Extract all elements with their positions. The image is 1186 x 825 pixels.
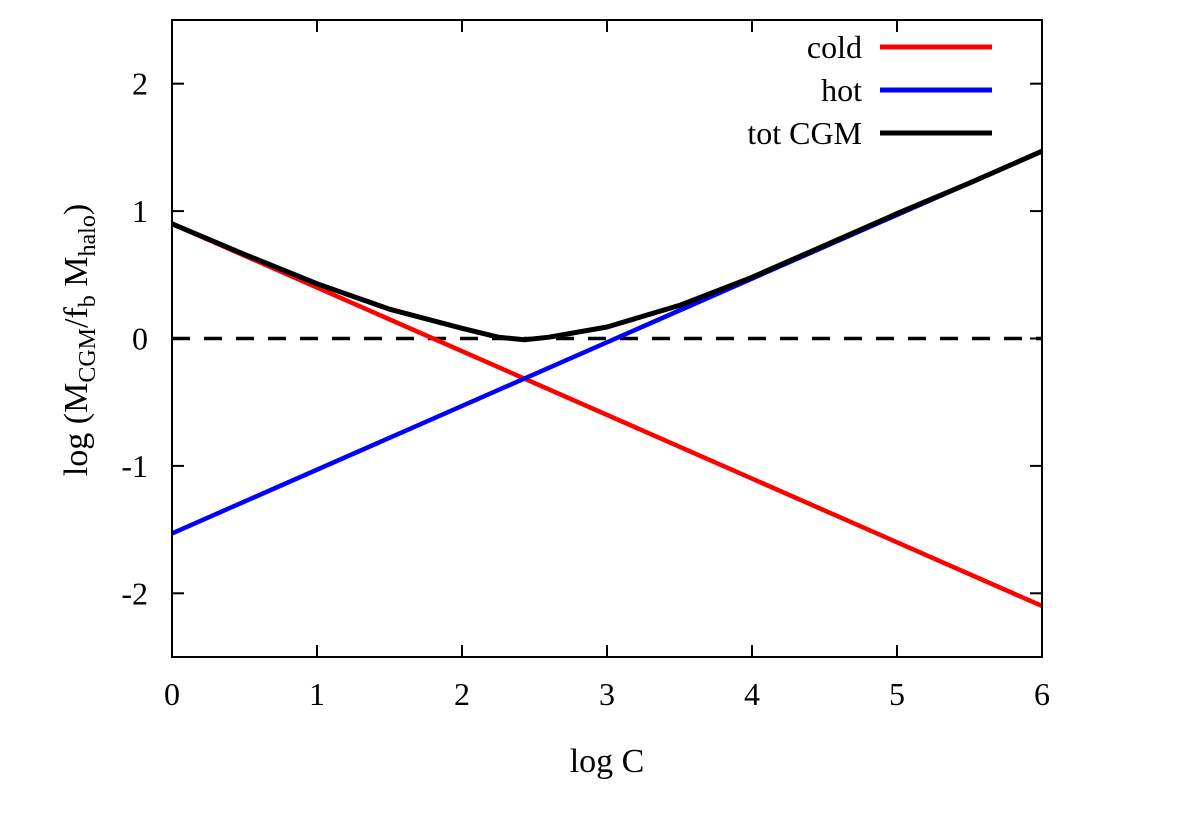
x-tick-label: 2	[454, 676, 470, 712]
y-tick-label: 1	[132, 193, 148, 229]
x-tick-label: 3	[599, 676, 615, 712]
y-axis-label: log (MCGM/fb Mhalo)	[58, 204, 101, 476]
legend: cold hot tot CGM	[747, 29, 992, 151]
legend-label: hot	[821, 72, 862, 108]
series-line-tot-cgm	[172, 148, 1042, 343]
axes: 0 1 2 3 4 5 6 -2 -1 0 1 2	[121, 19, 1050, 712]
series-line-cold	[172, 221, 1042, 609]
x-tick-label: 6	[1034, 676, 1050, 712]
legend-label: tot CGM	[747, 115, 862, 151]
y-tick-label: 0	[132, 321, 148, 357]
y-tick-label: -2	[121, 575, 148, 611]
x-tick-label: 4	[744, 676, 760, 712]
y-tick-label: -1	[121, 448, 148, 484]
x-tick-label: 0	[164, 676, 180, 712]
x-axis-label: log C	[570, 743, 645, 780]
legend-label: cold	[807, 29, 862, 65]
x-tick-label: 1	[309, 676, 325, 712]
plot-area	[172, 148, 1042, 609]
y-tick-label: 2	[132, 66, 148, 102]
x-tick-label: 5	[889, 676, 905, 712]
